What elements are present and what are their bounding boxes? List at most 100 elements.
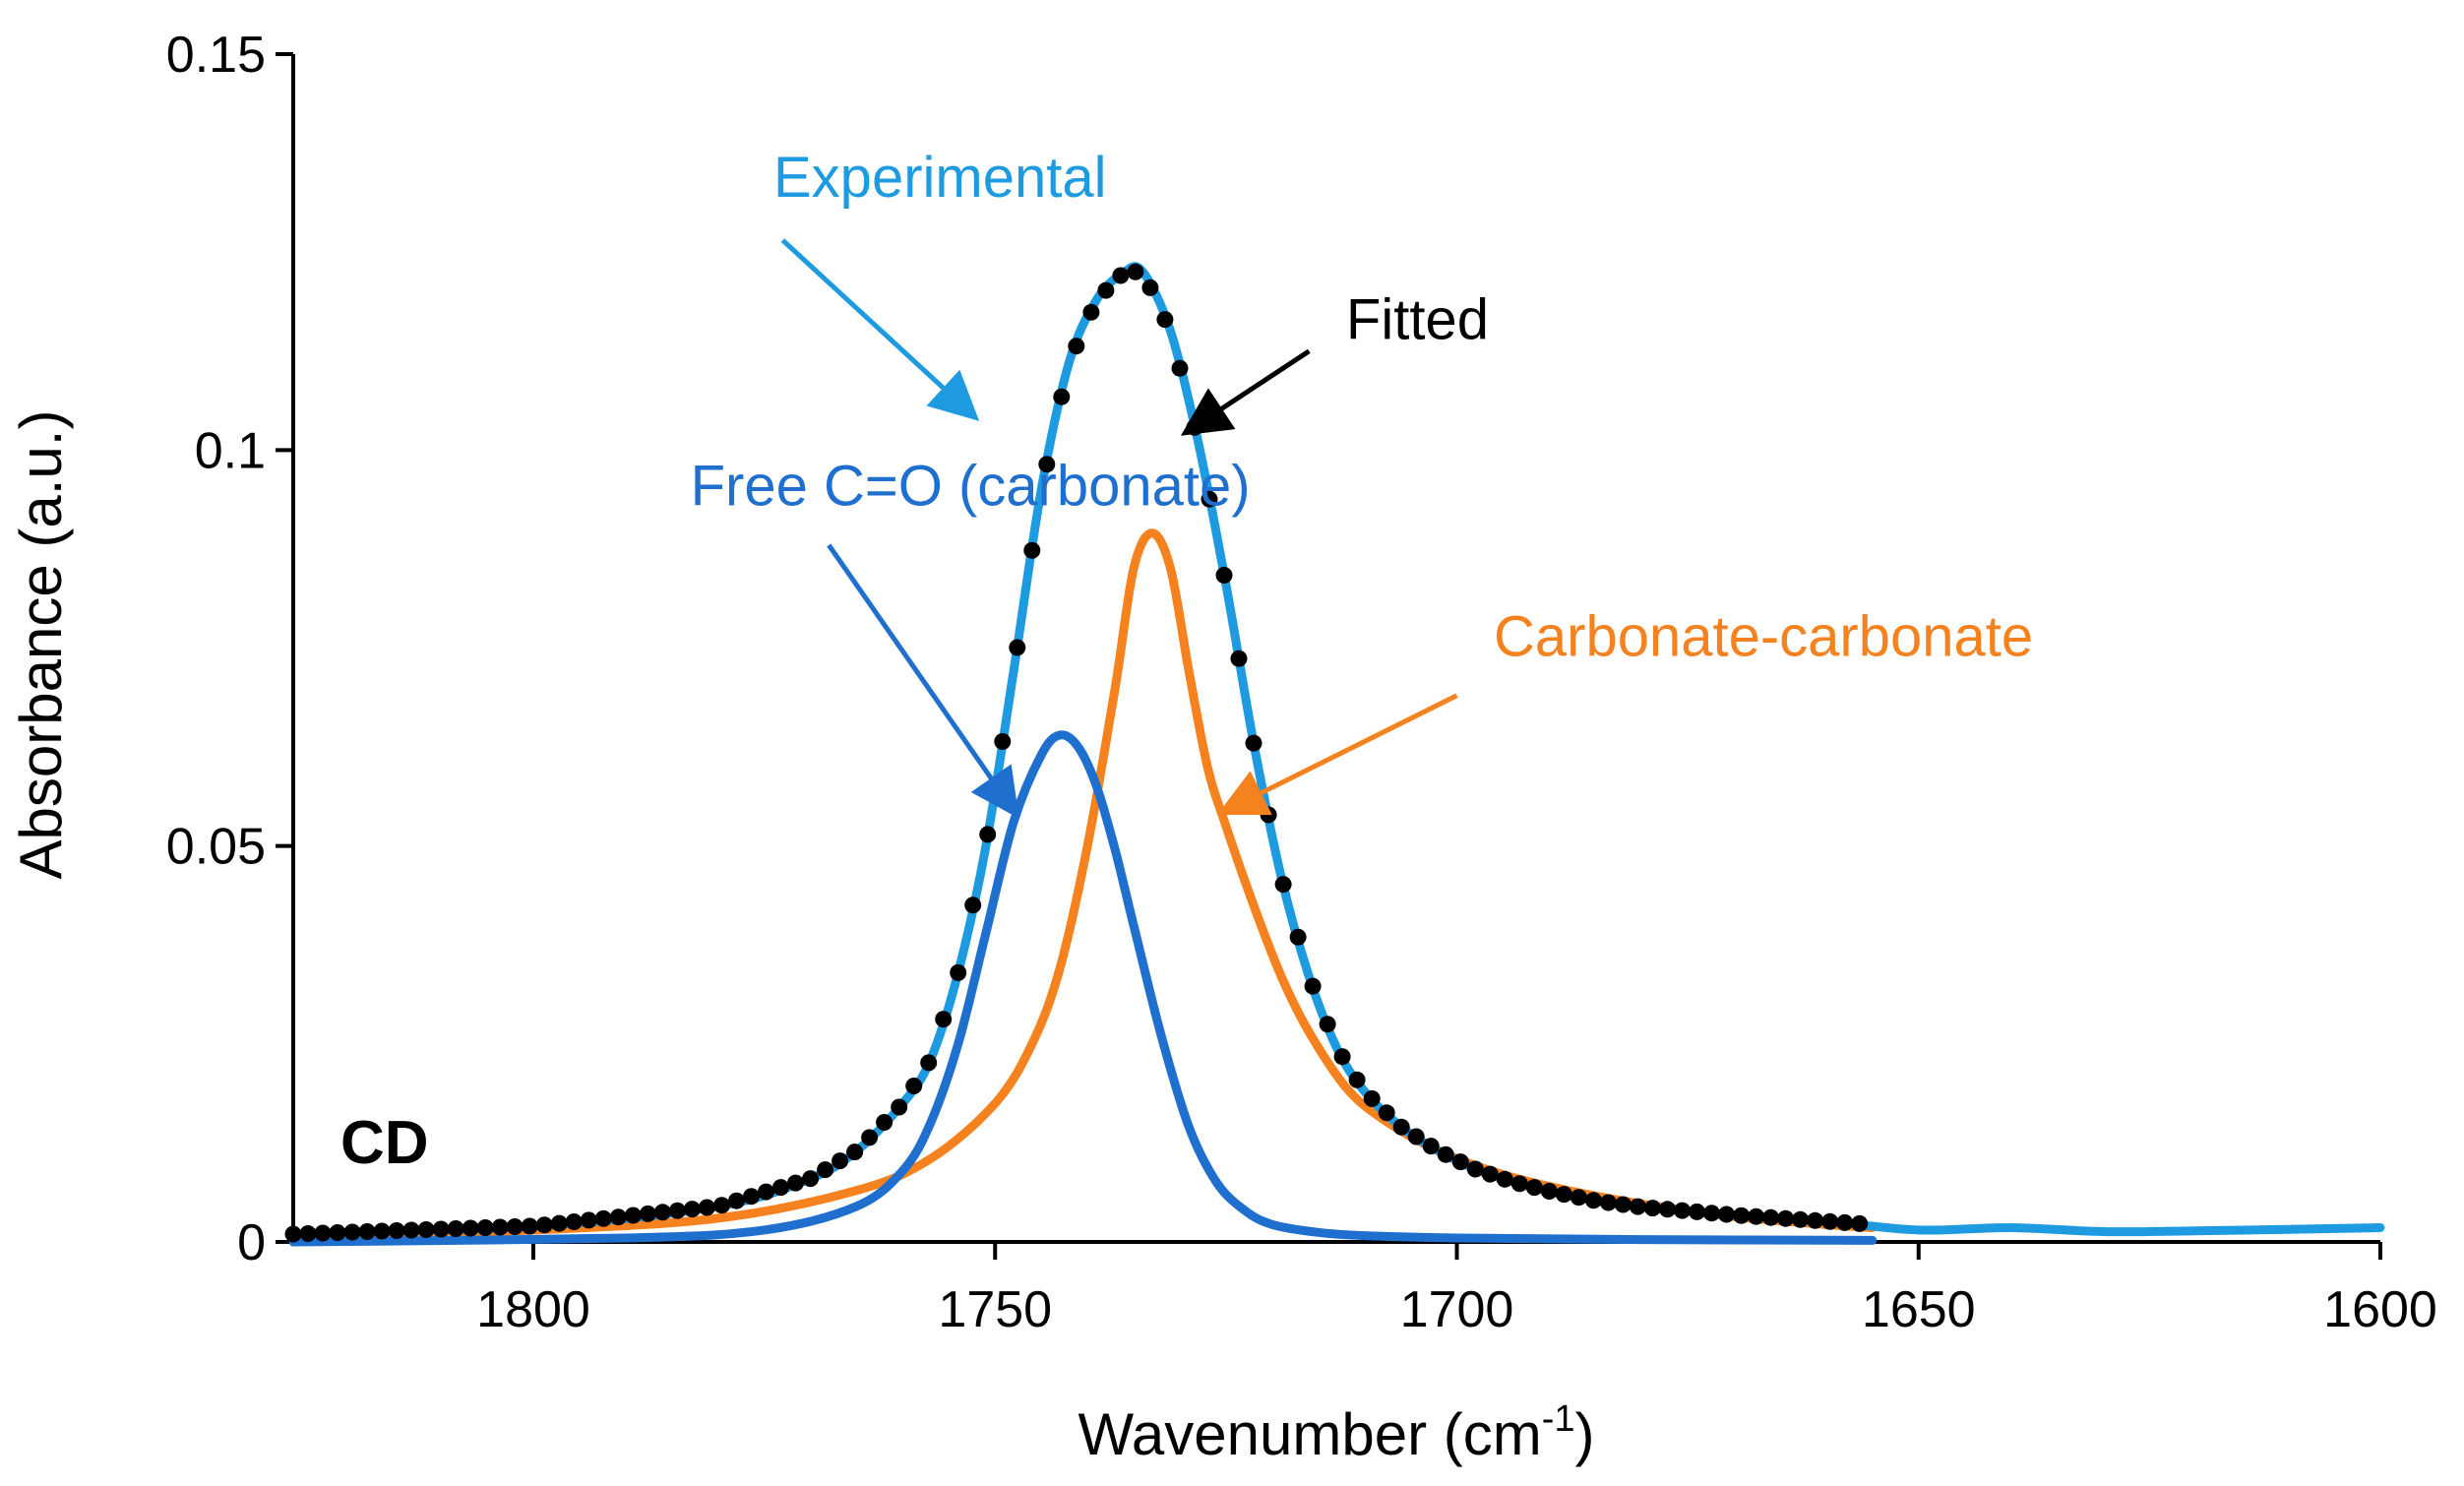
fitted-point (1156, 311, 1174, 329)
fitted-point (565, 1213, 583, 1230)
fitted-point (1748, 1207, 1765, 1225)
fitted-point (388, 1222, 405, 1239)
fitted-point (1260, 806, 1277, 824)
fitted-point (1333, 1048, 1351, 1066)
fitted-point (1584, 1192, 1602, 1209)
fitted-point (639, 1205, 656, 1222)
fitted-point (299, 1225, 317, 1242)
annotation-arrow-carbonate-carbonate (1216, 693, 1458, 816)
fitted-point (713, 1197, 730, 1214)
fitted-point (1496, 1170, 1513, 1188)
fitted-point (1821, 1212, 1839, 1230)
fitted-point (1437, 1145, 1454, 1163)
fitted-point (1807, 1211, 1824, 1229)
fitted-point (1215, 567, 1233, 584)
fitted-point (772, 1179, 789, 1197)
fitted-point (1038, 456, 1056, 473)
fitted-point (1674, 1202, 1691, 1219)
series-line-experimental (288, 262, 2385, 1239)
fitted-point (1703, 1205, 1720, 1222)
fitted-point (832, 1152, 849, 1170)
fitted-point (284, 1225, 302, 1243)
annotation-arrow-fitted (1180, 348, 1311, 436)
fitted-point (728, 1192, 745, 1209)
fitted-point (1629, 1198, 1646, 1215)
fitted-point (758, 1183, 774, 1201)
fitted-point (1451, 1153, 1469, 1171)
fitted-point (1792, 1210, 1810, 1228)
fitted-point (891, 1098, 908, 1116)
fitted-point (1097, 281, 1115, 299)
fitted-point (343, 1223, 361, 1241)
fitted-point (594, 1209, 612, 1227)
annotation-arrow-experimental (780, 238, 980, 421)
x-axis-title-close: ) (1575, 1401, 1595, 1467)
fitted-point (491, 1218, 509, 1236)
fitted-point (1762, 1208, 1780, 1226)
fitted-point (580, 1211, 597, 1229)
fitted-point (1422, 1138, 1440, 1155)
x-axis-title-superscript: -1 (1542, 1398, 1575, 1440)
annotation-carbonate-carbonate: Carbonate-carbonate (1494, 605, 2033, 669)
fitted-point (920, 1054, 938, 1072)
fitted-point (653, 1204, 671, 1221)
fitted-point (624, 1207, 642, 1224)
fitted-point (1392, 1118, 1410, 1136)
fitted-point (1023, 541, 1041, 559)
fitted-point (905, 1078, 923, 1094)
fitted-point (1141, 279, 1159, 296)
x-tick-label: 1600 (2323, 1281, 2437, 1338)
fitted-point (1555, 1186, 1572, 1204)
fitted-point (1851, 1214, 1869, 1232)
fitted-point (373, 1222, 391, 1240)
x-tick-label: 1700 (1400, 1281, 1514, 1338)
fitted-point (1201, 490, 1218, 508)
fitted-point (683, 1201, 701, 1218)
fitted-point (521, 1217, 538, 1235)
fitted-point (609, 1208, 627, 1226)
fitted-point (447, 1220, 464, 1237)
fitted-point (1718, 1206, 1735, 1223)
fitted-point (358, 1223, 376, 1240)
fitted-point (1009, 639, 1026, 656)
fitted-point (1466, 1160, 1484, 1178)
fitted-point (1510, 1175, 1528, 1193)
fitted-point (329, 1224, 346, 1241)
fitted-point (1171, 359, 1189, 377)
x-axis-title: Wavenumber (cm-1) (1078, 1398, 1595, 1467)
y-tick-label: 0.1 (195, 422, 266, 479)
fitted-point (1068, 338, 1085, 355)
fitted-point (1644, 1200, 1661, 1217)
fitted-point (535, 1216, 553, 1234)
y-tick-label: 0 (237, 1214, 266, 1271)
y-axis-ticks: 0 0.05 0.1 0.15 (166, 27, 293, 1271)
panel-label: CD (340, 1109, 429, 1177)
x-axis-ticks: 1800 1750 1700 1650 1600 (476, 1242, 2437, 1338)
fitted-point (1481, 1165, 1499, 1183)
fitted-point (1836, 1213, 1854, 1231)
fitted-point (994, 733, 1012, 750)
fitted-point (476, 1219, 494, 1236)
annotation-free-c-o-carbonate: Free C=O (carbonate) (691, 455, 1251, 519)
fitted-point (1570, 1189, 1587, 1207)
fitted-point (1407, 1128, 1425, 1145)
fitted-point (550, 1214, 568, 1232)
fitted-point (964, 897, 982, 914)
annotation-fitted: Fitted (1346, 288, 1489, 352)
fitted-point (1733, 1207, 1751, 1224)
annotations: Experimental Fitted Free C=O (carbonate) Ca… (691, 146, 2033, 819)
fitted-point (861, 1129, 879, 1146)
fitted-point (1127, 263, 1144, 280)
x-tick-label: 1750 (938, 1281, 1052, 1338)
fitted-point (668, 1202, 686, 1219)
fitted-point (506, 1218, 524, 1235)
annotation-arrow-free-c-o-carbonate (827, 543, 1019, 819)
fitted-point (787, 1174, 804, 1192)
fitted-point (950, 963, 967, 981)
x-tick-label: 1800 (476, 1281, 590, 1338)
fitted-point (743, 1188, 760, 1206)
fitted-point (1112, 267, 1130, 284)
fitted-point (1614, 1196, 1632, 1213)
fitted-point (802, 1170, 820, 1188)
